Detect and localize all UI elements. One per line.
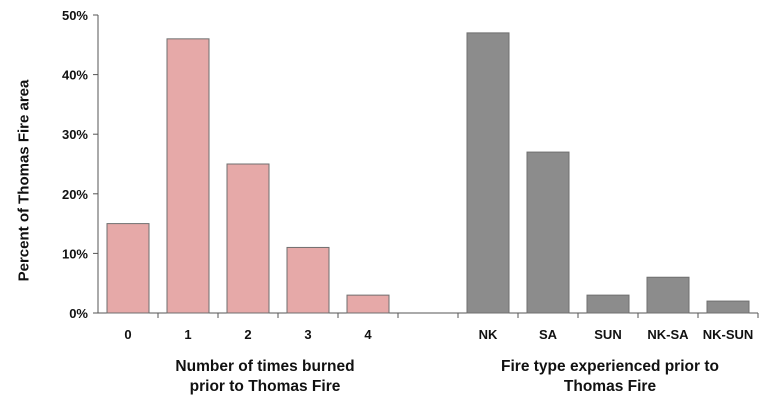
y-tick-label: 50% xyxy=(62,8,88,23)
bar-times-burned-3 xyxy=(286,246,330,314)
bar-fire-type-sa xyxy=(526,151,570,314)
y-tick-label: 10% xyxy=(62,246,88,261)
x-tick-label: NK xyxy=(479,327,498,342)
bar-times-burned-1 xyxy=(166,38,210,314)
x-tick-label: NK-SUN xyxy=(703,327,754,342)
bar-fire-type-sun xyxy=(586,294,630,314)
bar-fire-type-nk-sun xyxy=(706,300,750,314)
bar-times-burned-0 xyxy=(106,223,150,314)
bar-times-burned-2 xyxy=(226,163,270,314)
x-tick-label: 1 xyxy=(184,327,191,342)
group1-x-axis-title: Number of times burned prior to Thomas F… xyxy=(120,357,410,397)
x-tick-label: NK-SA xyxy=(647,327,689,342)
group2-x-axis-title-line2: Thomas Fire xyxy=(563,378,657,395)
group1-x-axis-title-line2: prior to Thomas Fire xyxy=(189,378,341,395)
bar-fire-type-nk xyxy=(466,32,510,314)
x-tick-label: 4 xyxy=(364,327,372,342)
x-tick-label: 2 xyxy=(244,327,251,342)
x-tick-label: SUN xyxy=(594,327,621,342)
x-tick-label: SA xyxy=(539,327,558,342)
x-tick-label: 3 xyxy=(304,327,311,342)
y-tick-label: 30% xyxy=(62,127,88,142)
bar-times-burned-4 xyxy=(346,294,390,314)
group1-x-axis-title-line1: Number of times burned xyxy=(175,358,355,375)
group2-x-axis-title: Fire type experienced prior to Thomas Fi… xyxy=(450,357,761,397)
y-tick-label: 0% xyxy=(69,306,88,321)
x-tick-label: 0 xyxy=(124,327,131,342)
group2-x-axis-title-line1: Fire type experienced prior to xyxy=(501,358,719,375)
y-tick-label: 40% xyxy=(62,68,88,83)
y-tick-label: 20% xyxy=(62,187,88,202)
bar-fire-type-nk-sa xyxy=(646,276,690,314)
